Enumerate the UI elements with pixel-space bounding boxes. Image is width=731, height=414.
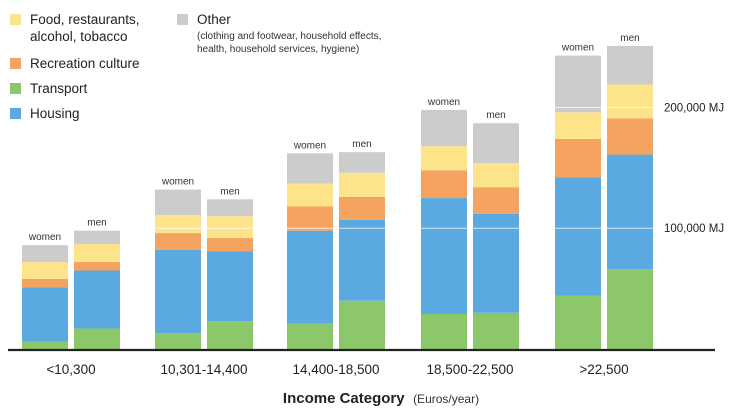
bar-segment-other-women-18-500-22-500 <box>421 109 467 147</box>
bar-segment-transport-women-14-400-18-500 <box>287 323 333 349</box>
bar-segment-other-women-14-400-18-500 <box>287 153 333 184</box>
bar-label-women-22-500: women <box>561 43 594 54</box>
bar-segment-food-men-14-400-18-500 <box>339 172 385 197</box>
bar-label-men-10-300: men <box>87 218 106 229</box>
labels-layer: women men <10,300 women men 10,301-14,400 wome… <box>28 33 640 377</box>
legend-item-other: Other (clothing and footwear, household e… <box>177 12 381 55</box>
legend: Food, restaurants, alcohol, tobacco Recrea… <box>10 12 381 121</box>
bar-segment-other-men-10-301-14-400 <box>207 199 253 217</box>
bar-segment-transport-men-10-301-14-400 <box>207 321 253 349</box>
bar-segment-food-men-22-500 <box>607 84 653 119</box>
bar-segment-transport-women-10-301-14-400 <box>155 333 201 349</box>
bar-segment-housing-women-10-300 <box>22 287 68 342</box>
legend-item-food: Food, restaurants, alcohol, tobacco <box>10 12 140 44</box>
x-tick-label-10-301-14-400: 10,301-14,400 <box>160 362 247 377</box>
legend-swatch-recreation <box>10 58 21 69</box>
bar-segment-food-women-14-400-18-500 <box>287 183 333 207</box>
bar-segment-other-women-22-500 <box>555 55 601 113</box>
bar-segment-food-women-18-500-22-500 <box>421 146 467 171</box>
y-tick-label-100000: 100,000 MJ <box>664 223 724 235</box>
x-axis-title: Income Category (Euros/year) <box>283 390 479 407</box>
bar-segment-recreation-men-14-400-18-500 <box>339 196 385 220</box>
x-tick-label-14-400-18-500: 14,400-18,500 <box>292 362 379 377</box>
bar-label-women-18-500-22-500: women <box>427 97 460 108</box>
bar-segment-food-women-22-500 <box>555 112 601 139</box>
legend-item-housing: Housing <box>10 106 80 121</box>
legend-item-recreation: Recreation culture <box>10 56 140 71</box>
bar-segment-recreation-women-10-301-14-400 <box>155 233 201 250</box>
bars-layer <box>22 45 653 349</box>
legend-label-other: Other <box>197 12 231 27</box>
bar-segment-transport-women-10-300 <box>22 341 68 349</box>
bar-label-women-10-300: women <box>28 232 61 243</box>
bar-segment-transport-men-10-300 <box>74 328 120 349</box>
bar-segment-housing-men-14-400-18-500 <box>339 219 385 301</box>
bar-segment-transport-women-22-500 <box>555 295 601 349</box>
bar-segment-recreation-men-10-301-14-400 <box>207 237 253 252</box>
bar-segment-recreation-men-10-300 <box>74 262 120 271</box>
legend-detail-other-line1: (clothing and footwear, household effect… <box>197 31 381 42</box>
bar-segment-other-men-14-400-18-500 <box>339 152 385 173</box>
bar-segment-other-men-22-500 <box>607 45 653 85</box>
legend-swatch-food <box>10 14 21 25</box>
bar-segment-housing-men-10-300 <box>74 270 120 329</box>
bar-segment-recreation-women-18-500-22-500 <box>421 170 467 199</box>
bar-segment-food-men-18-500-22-500 <box>473 163 519 188</box>
bar-label-men-22-500: men <box>620 33 639 44</box>
bar-label-men-10-301-14-400: men <box>220 186 239 197</box>
bar-segment-housing-women-10-301-14-400 <box>155 249 201 334</box>
bar-label-women-14-400-18-500: women <box>293 140 326 151</box>
bar-segment-transport-men-14-400-18-500 <box>339 300 385 349</box>
bar-segment-recreation-women-14-400-18-500 <box>287 206 333 231</box>
bar-segment-other-men-10-300 <box>74 230 120 244</box>
bar-segment-transport-men-22-500 <box>607 269 653 349</box>
legend-label-food-line2: alcohol, tobacco <box>30 29 128 44</box>
bar-segment-recreation-men-18-500-22-500 <box>473 187 519 214</box>
bar-segment-food-men-10-300 <box>74 243 120 263</box>
bar-segment-housing-men-22-500 <box>607 154 653 270</box>
legend-label-transport: Transport <box>30 81 88 96</box>
bar-segment-housing-women-18-500-22-500 <box>421 198 467 314</box>
bar-segment-food-women-10-300 <box>22 262 68 279</box>
bar-segment-recreation-women-10-300 <box>22 278 68 288</box>
legend-label-recreation: Recreation culture <box>30 56 140 71</box>
bar-segment-transport-women-18-500-22-500 <box>421 313 467 349</box>
bar-segment-other-women-10-300 <box>22 245 68 263</box>
bar-segment-transport-men-18-500-22-500 <box>473 312 519 349</box>
bar-segment-housing-women-14-400-18-500 <box>287 230 333 324</box>
x-tick-label-10-300: <10,300 <box>46 362 95 377</box>
bar-label-men-18-500-22-500: men <box>486 110 505 121</box>
bar-segment-housing-women-22-500 <box>555 177 601 296</box>
legend-label-housing: Housing <box>30 106 80 121</box>
bar-segment-food-women-10-301-14-400 <box>155 214 201 234</box>
x-tick-label-18-500-22-500: 18,500-22,500 <box>426 362 513 377</box>
grid-layer: 100,000 MJ 200,000 MJ <box>20 102 724 235</box>
legend-swatch-housing <box>10 108 21 119</box>
bar-segment-housing-men-10-301-14-400 <box>207 251 253 322</box>
bar-segment-other-men-18-500-22-500 <box>473 123 519 164</box>
bar-label-men-14-400-18-500: men <box>352 139 371 150</box>
y-tick-label-200000: 200,000 MJ <box>664 102 724 114</box>
bar-segment-recreation-men-22-500 <box>607 118 653 155</box>
bar-segment-other-women-10-301-14-400 <box>155 189 201 215</box>
legend-swatch-other <box>177 14 188 25</box>
legend-label-food: Food, restaurants, <box>30 12 140 27</box>
bar-segment-housing-men-18-500-22-500 <box>473 213 519 313</box>
bar-segment-recreation-women-22-500 <box>555 138 601 178</box>
legend-swatch-transport <box>10 83 21 94</box>
x-tick-label-22-500: >22,500 <box>579 362 628 377</box>
legend-detail-other-line2: health, household services, hygiene) <box>197 44 359 55</box>
x-axis-title-text: Income Category <box>283 390 405 407</box>
bar-segment-food-men-10-301-14-400 <box>207 216 253 238</box>
legend-item-transport: Transport <box>10 81 88 96</box>
x-axis-title-unit: (Euros/year) <box>413 392 479 406</box>
bar-label-women-10-301-14-400: women <box>161 177 194 188</box>
